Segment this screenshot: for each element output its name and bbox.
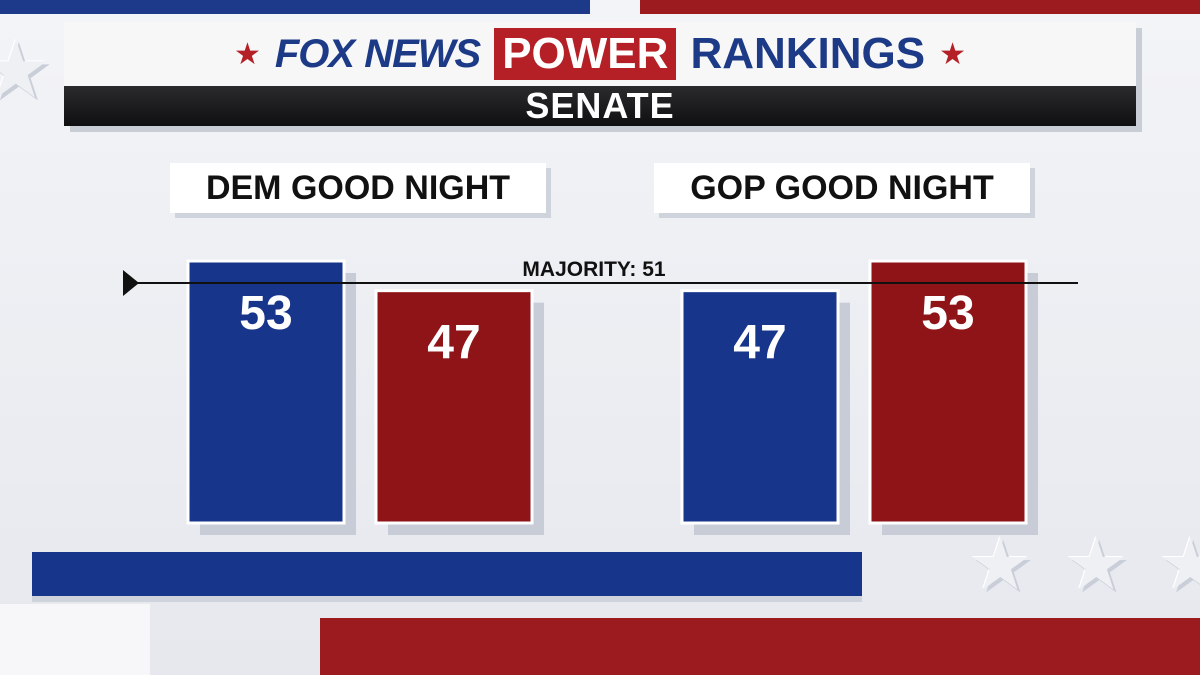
bar-value-label: 47 xyxy=(427,317,480,370)
star-icon: ★ xyxy=(939,36,967,72)
bar-value-label: 47 xyxy=(733,317,786,370)
chamber-subtitle: SENATE xyxy=(64,85,1136,126)
fox-news-logo: FOX NEWS xyxy=(274,31,481,76)
bar-dem-group-1 xyxy=(186,259,346,525)
bar-dem-group-2 xyxy=(680,289,840,525)
background-star-icon: ★ xyxy=(1064,522,1129,606)
background-star-icon: ★ xyxy=(968,522,1033,606)
bottom-red-stripe xyxy=(320,618,1200,675)
bar-gop-group-2 xyxy=(868,259,1028,525)
title-rankings: RANKINGS xyxy=(690,29,926,78)
scenario-label-dem-good-night: DEM GOOD NIGHT xyxy=(170,163,546,213)
background-star-icon: ★ xyxy=(0,23,52,116)
star-icon: ★ xyxy=(233,36,261,72)
bar-value-label: 53 xyxy=(239,287,292,340)
top-red-stripe xyxy=(640,0,1200,14)
bar-value-label: 53 xyxy=(921,287,974,340)
title-power: POWER xyxy=(494,28,677,80)
bottom-white-block xyxy=(0,604,150,675)
bottom-blue-stripe xyxy=(32,552,862,596)
bar-gop-group-1 xyxy=(374,289,534,525)
majority-label: MAJORITY: 51 xyxy=(522,258,665,281)
top-blue-stripe xyxy=(0,0,590,14)
triangle-pointer-icon xyxy=(123,270,139,296)
background-star-icon: ★ xyxy=(1158,522,1200,606)
power-rankings-header: ★ FOX NEWS POWER RANKINGS ★ xyxy=(64,22,1136,86)
scenario-label-gop-good-night: GOP GOOD NIGHT xyxy=(654,163,1030,213)
